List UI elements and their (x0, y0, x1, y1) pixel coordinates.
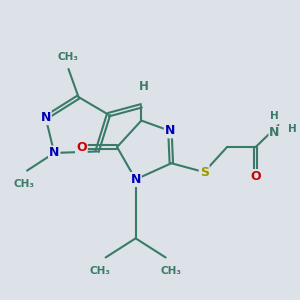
Text: CH₃: CH₃ (89, 266, 110, 276)
Text: N: N (130, 173, 141, 186)
Text: H: H (139, 80, 149, 93)
Text: CH₃: CH₃ (14, 179, 35, 189)
Text: O: O (76, 141, 87, 154)
Text: N: N (40, 111, 51, 124)
Text: H: H (270, 111, 279, 121)
Text: S: S (200, 166, 209, 178)
Text: CH₃: CH₃ (58, 52, 79, 62)
Text: CH₃: CH₃ (161, 266, 182, 276)
Text: N: N (165, 124, 175, 137)
Text: O: O (250, 170, 261, 183)
Text: N: N (49, 146, 59, 159)
Text: N: N (269, 126, 279, 140)
Text: H: H (289, 124, 297, 134)
